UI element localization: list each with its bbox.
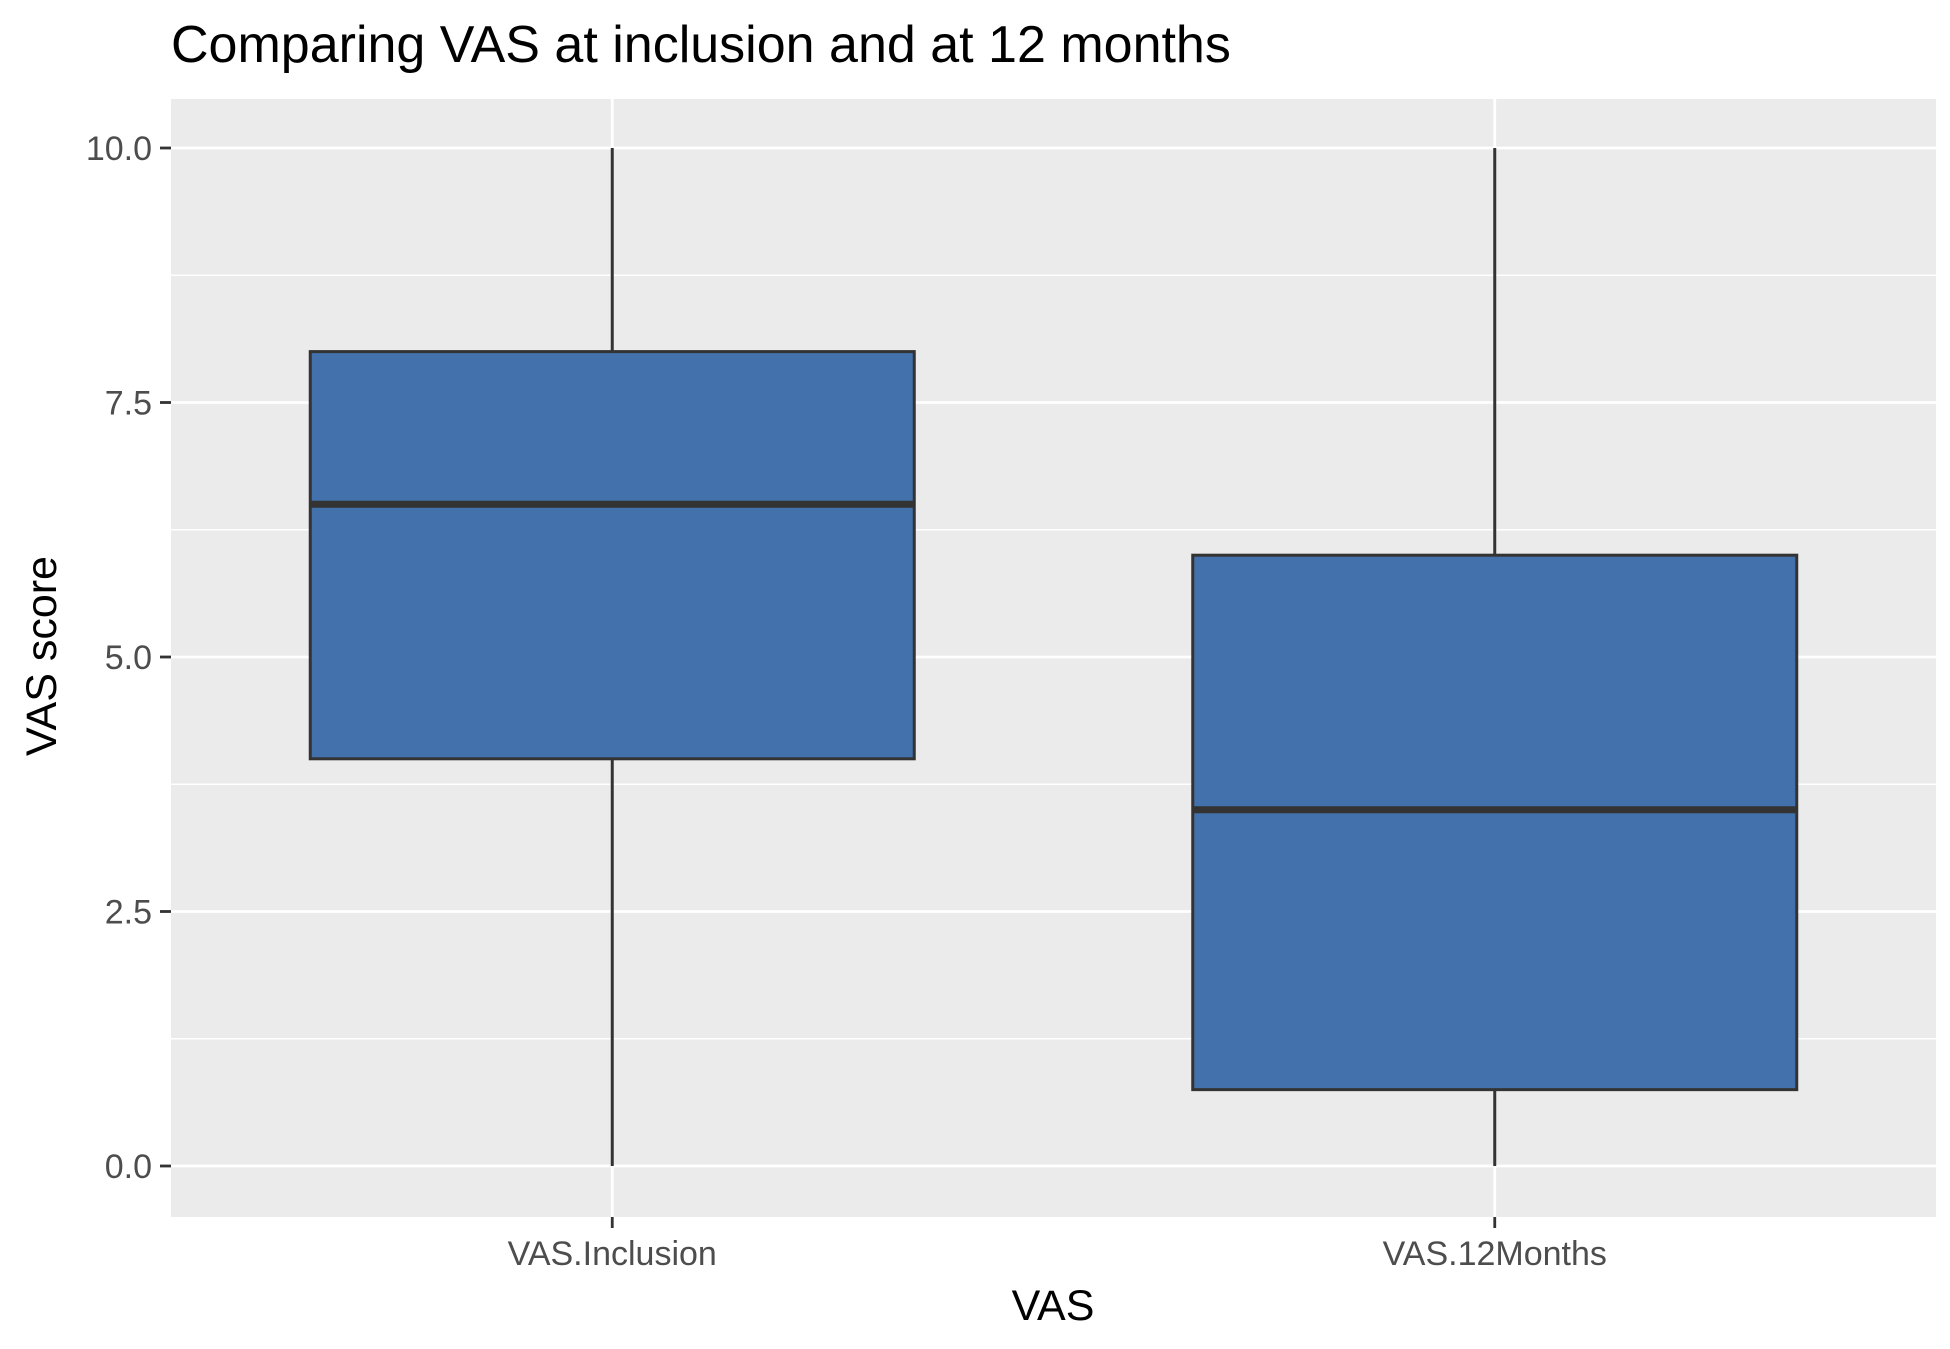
y-tick-label: 7.5 — [105, 385, 152, 423]
boxes-layer — [308, 148, 1799, 1166]
y-axis-title: VAS score — [18, 556, 66, 756]
axes-layer: 0.0 2.5 5.0 7.5 10.0 VAS.Inclusion VAS.12Month… — [86, 130, 1607, 1273]
y-tick-label: 2.5 — [105, 894, 152, 932]
x-axis-title: VAS — [1012, 1282, 1095, 1330]
y-tick-label: 10.0 — [86, 130, 152, 168]
y-tick-label: 0.0 — [105, 1148, 152, 1186]
box-iqr — [1191, 553, 1799, 1092]
y-tick-label: 5.0 — [105, 639, 152, 677]
x-tick-label: VAS.Inclusion — [508, 1235, 717, 1273]
chart-title: Comparing VAS at inclusion and at 12 mon… — [171, 16, 1231, 74]
box-iqr — [308, 350, 916, 761]
x-tick-label: VAS.12Months — [1383, 1235, 1607, 1273]
